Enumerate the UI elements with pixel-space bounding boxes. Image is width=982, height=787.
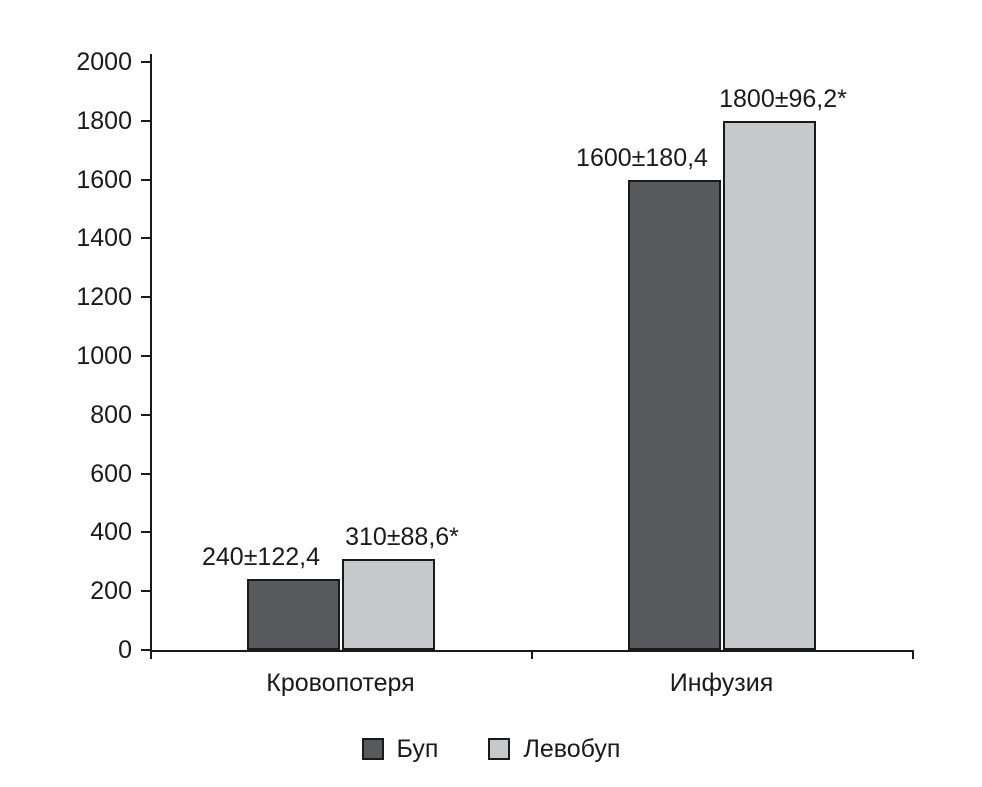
y-axis-tick-label: 1600 — [76, 165, 132, 194]
y-axis-tick-label: 1400 — [76, 224, 132, 253]
y-axis-tick-label: 2000 — [76, 48, 132, 76]
y-axis-tick — [141, 178, 150, 181]
y-axis-tick-label: 600 — [90, 459, 132, 488]
bar-value-label: 1800±96,2* — [719, 84, 847, 113]
x-axis-tick — [531, 650, 533, 659]
legend-swatch — [488, 738, 511, 760]
bar-bup — [246, 579, 340, 650]
y-axis-tick-label: 1000 — [76, 342, 132, 370]
y-axis-tick — [141, 531, 150, 534]
legend: Буп Левобуп — [0, 735, 982, 763]
y-axis-tick-label: 200 — [90, 577, 132, 606]
legend-swatch — [361, 738, 384, 760]
y-axis-tick — [141, 296, 150, 299]
y-axis-tick-label: 1800 — [76, 106, 132, 135]
y-axis-tick — [141, 590, 150, 593]
x-axis-tick — [150, 650, 152, 659]
x-category-label: Кровопотеря — [266, 669, 415, 697]
y-axis-tick-label: 1200 — [76, 283, 132, 312]
bar-value-label: 310±88,6* — [345, 522, 459, 551]
y-axis-line — [150, 54, 152, 652]
y-axis-tick-label: 800 — [90, 400, 132, 429]
bar-levobup — [341, 558, 435, 650]
y-axis-tick — [141, 413, 150, 416]
y-axis-tick-label: 400 — [90, 518, 132, 547]
y-axis-tick-label: 0 — [118, 636, 132, 664]
legend-item: Буп — [361, 735, 439, 763]
bar-value-label: 1600±180,4 — [576, 143, 708, 172]
legend-item: Левобуп — [488, 735, 620, 763]
legend-label: Левобуп — [523, 735, 621, 763]
y-axis-tick — [141, 237, 150, 240]
bar-bup — [627, 179, 721, 650]
y-axis-tick — [141, 61, 150, 63]
y-axis-tick — [141, 355, 150, 357]
bar-levobup — [722, 120, 816, 650]
x-axis-tick — [912, 650, 914, 659]
x-category-label: Инфузия — [669, 669, 774, 697]
y-axis-tick — [141, 649, 150, 651]
y-axis-tick — [141, 472, 150, 475]
y-axis-tick — [141, 119, 150, 122]
legend-label: Буп — [396, 735, 439, 763]
bar-value-label: 240±122,4 — [202, 543, 320, 572]
